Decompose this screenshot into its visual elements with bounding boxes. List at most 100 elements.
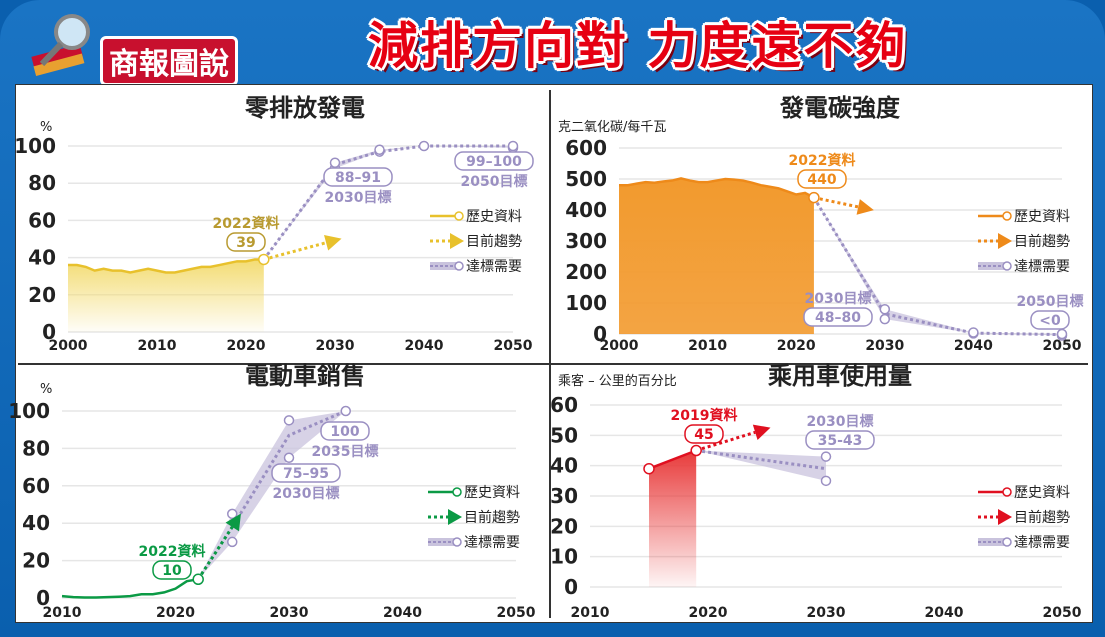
y-tick-label: 40 xyxy=(22,511,50,535)
y-tick-label: 0 xyxy=(564,575,578,599)
annotation-label: 2022資料 xyxy=(789,152,856,169)
legend-history: 歷史資料 xyxy=(464,485,520,501)
annotation-value: 45 xyxy=(694,427,713,443)
x-tick-label: 2050 xyxy=(497,605,536,621)
legend-target: 達標需要 xyxy=(1014,259,1070,275)
x-tick-label: 2040 xyxy=(954,338,993,354)
annotation-value: 48–80 xyxy=(815,310,861,326)
annotation-label: 2019資料 xyxy=(671,407,738,424)
annotation-value: 100 xyxy=(330,424,359,440)
y-axis-label: % xyxy=(40,382,52,397)
annotation-value-box xyxy=(803,307,873,327)
annotation-label: 2030目標 xyxy=(325,189,392,206)
x-tick-label: 2000 xyxy=(600,338,639,354)
target-point xyxy=(507,140,519,152)
x-tick-label: 2020 xyxy=(227,338,266,354)
y-axis-label: 克二氧化碳/每千瓦 xyxy=(558,119,666,135)
history-point xyxy=(643,462,655,475)
chart-panel xyxy=(15,84,1093,623)
legend-trend: 目前趨勢 xyxy=(464,509,520,526)
annotation-value: 88–91 xyxy=(335,170,381,186)
target-point xyxy=(1056,328,1068,340)
y-tick-label: 80 xyxy=(28,171,56,195)
y-tick-label: 100 xyxy=(565,291,607,315)
x-tick-label: 2050 xyxy=(1043,605,1082,621)
annotation-value: <0 xyxy=(1039,313,1061,329)
trend-arrowhead xyxy=(752,424,771,440)
y-tick-label: 80 xyxy=(22,436,50,460)
y-axis-label: % xyxy=(40,120,52,135)
annotation-value-box xyxy=(1030,310,1070,330)
x-tick-label: 2050 xyxy=(494,338,533,354)
legend-target-swatch xyxy=(978,262,1006,270)
legend-target-marker xyxy=(452,537,462,547)
annotation-label: 2022資料 xyxy=(139,543,206,560)
trend-arrowhead xyxy=(225,513,241,532)
annotation-value: 99–100 xyxy=(466,154,522,170)
y-tick-label: 60 xyxy=(22,474,50,498)
latest-data-point xyxy=(258,253,270,266)
magnifier-books-logo xyxy=(31,14,90,77)
annotation-label: 2035目標 xyxy=(312,443,379,460)
target-point xyxy=(418,140,430,152)
y-tick-label: 200 xyxy=(565,260,607,284)
trend-arrowhead xyxy=(856,199,874,215)
target-point xyxy=(968,327,979,338)
target-line xyxy=(695,449,827,471)
target-point xyxy=(283,415,295,426)
target-point xyxy=(879,313,891,325)
history-line xyxy=(68,258,264,274)
legend-history-marker xyxy=(454,211,464,221)
x-tick-label: 2020 xyxy=(689,605,728,621)
annotation-value-box xyxy=(271,463,341,483)
y-tick-label: 40 xyxy=(28,246,56,270)
y-tick-label: 0 xyxy=(593,322,607,346)
target-band xyxy=(696,450,826,481)
target-point xyxy=(329,157,341,168)
legend-target-marker xyxy=(1002,537,1012,547)
annotation-value: 10 xyxy=(162,563,182,579)
target-point xyxy=(340,405,351,417)
x-tick-label: 2040 xyxy=(925,605,964,621)
annotation-value-box xyxy=(454,151,534,171)
target-point xyxy=(227,536,238,548)
legend-target-marker xyxy=(1002,261,1012,271)
y-tick-label: 60 xyxy=(550,393,578,417)
annotation-value: 75–95 xyxy=(283,466,329,482)
y-axis-label: 乘客 – 公里的百分比 xyxy=(558,373,677,389)
annotation-label: 2030目標 xyxy=(807,413,874,430)
x-tick-label: 2010 xyxy=(571,605,610,621)
y-tick-label: 50 xyxy=(550,423,578,447)
trend-arrowhead xyxy=(324,234,342,251)
legend-trend-arrow-icon xyxy=(998,509,1012,525)
history-line xyxy=(619,177,815,199)
legend-target-swatch xyxy=(978,538,1006,546)
y-tick-label: 100 xyxy=(8,399,50,423)
legend-target-swatch xyxy=(430,262,458,270)
trend-line xyxy=(196,526,234,581)
page-title: 減排方向對 力度遠不夠 xyxy=(368,17,908,75)
x-tick-label: 2050 xyxy=(1043,338,1082,354)
annotation-value: 35-43 xyxy=(818,433,863,449)
history-line xyxy=(61,578,199,599)
legend-trend: 目前趨勢 xyxy=(1014,233,1070,250)
x-tick-label: 2010 xyxy=(138,338,177,354)
y-tick-label: 0 xyxy=(42,320,56,344)
y-tick-label: 100 xyxy=(14,134,56,158)
trend-line xyxy=(695,430,756,452)
y-tick-label: 20 xyxy=(550,514,578,538)
latest-data-point xyxy=(690,444,702,457)
history-area xyxy=(649,450,697,587)
chart-title: 乘用車使用量 xyxy=(767,362,912,390)
legend-trend-arrow-icon xyxy=(998,233,1012,249)
annotation-label: 2050目標 xyxy=(461,173,528,190)
y-tick-label: 30 xyxy=(550,484,578,508)
x-tick-label: 2020 xyxy=(777,338,816,354)
target-point xyxy=(879,303,891,315)
